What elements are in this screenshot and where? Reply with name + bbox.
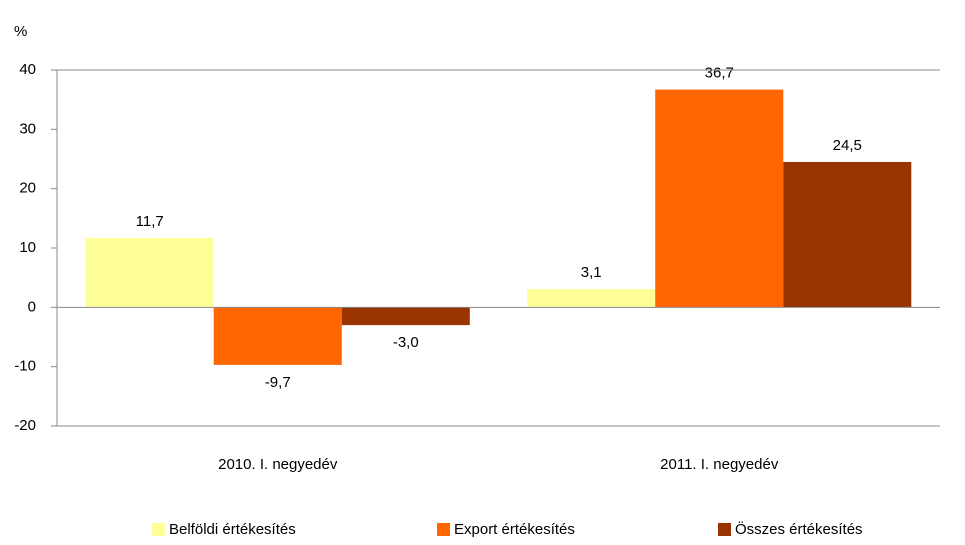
data-label: 36,7 — [705, 65, 734, 82]
y-tick-label: 0 — [28, 298, 36, 315]
bar — [213, 307, 342, 365]
legend-swatch — [437, 523, 450, 536]
legend-label: Export értékesítés — [454, 521, 575, 538]
bar — [527, 288, 656, 308]
bar — [85, 237, 214, 308]
data-label: 3,1 — [581, 264, 602, 281]
y-tick-label: -10 — [14, 358, 36, 375]
y-tick-label: 10 — [19, 239, 36, 256]
legend-label: Összes értékesítés — [735, 520, 863, 538]
bar — [783, 161, 912, 308]
legend-label: Belföldi értékesítés — [169, 521, 296, 538]
data-label: 24,5 — [833, 137, 862, 154]
data-label: 11,7 — [136, 213, 164, 230]
legend-swatch — [152, 523, 165, 536]
bar — [341, 307, 470, 326]
data-label: -3,0 — [393, 334, 419, 351]
x-tick-label: 2011. I. negyedév — [660, 456, 779, 473]
data-label: -9,7 — [265, 374, 291, 391]
y-tick-label: 20 — [19, 180, 36, 197]
y-tick-label: -20 — [14, 417, 36, 434]
y-tick-label: 30 — [19, 120, 36, 137]
x-tick-label: 2010. I. negyedév — [218, 456, 338, 473]
legend-swatch — [718, 523, 731, 536]
y-tick-label: 40 — [19, 61, 36, 78]
y-axis-label: % — [14, 23, 27, 40]
bar — [655, 89, 784, 308]
